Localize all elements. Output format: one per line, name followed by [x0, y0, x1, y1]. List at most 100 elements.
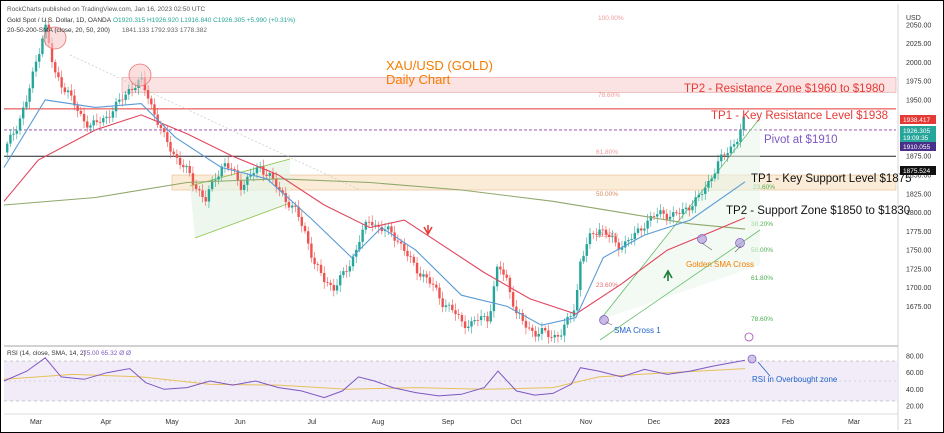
event-icon[interactable]: [744, 332, 754, 342]
candle: [659, 203, 662, 218]
candle: [198, 185, 201, 197]
candle: [604, 226, 608, 239]
candle: [553, 330, 556, 343]
time-tick-label: Oct: [511, 419, 522, 426]
candle: [210, 176, 214, 192]
candle: [9, 129, 12, 148]
candle: [451, 299, 454, 313]
price-tick-label: 1875.00: [906, 154, 931, 161]
candle: [70, 84, 73, 101]
candle: [124, 91, 127, 105]
candle: [425, 270, 428, 284]
candle: [716, 154, 720, 180]
candle: [15, 125, 19, 140]
candle: [297, 200, 300, 222]
candle: [457, 308, 460, 320]
candle: [406, 244, 409, 262]
candle: [691, 200, 694, 214]
svg-text:19:09:35: 19:09:35: [903, 135, 929, 142]
candle: [178, 151, 182, 170]
time-tick-label: 21: [904, 419, 912, 426]
candle: [617, 238, 620, 257]
trendline: [599, 229, 761, 341]
sma-legend: 20-50-200-SMA (close, 20, 50, 200): [7, 27, 110, 34]
candle: [630, 233, 633, 245]
candle: [313, 251, 316, 270]
price-tag-1910: 1910.055: [900, 142, 936, 151]
candle: [274, 171, 278, 193]
candle: [415, 256, 419, 281]
candle: [185, 163, 188, 174]
candle: [316, 261, 320, 272]
price-tag-1875: 1875.524: [900, 166, 936, 175]
candle: [537, 327, 540, 342]
candle: [290, 201, 294, 214]
fib-label: 23.60%: [596, 282, 618, 289]
candle: [12, 127, 15, 141]
svg-text:1910.055: 1910.055: [903, 144, 930, 151]
candle: [656, 207, 659, 224]
candle: [463, 315, 467, 335]
currency-label: USD: [906, 15, 921, 22]
candle: [239, 173, 243, 196]
candle: [588, 227, 592, 249]
candle: [98, 116, 102, 130]
candle: [326, 277, 329, 287]
candle: [640, 225, 643, 238]
candle: [607, 228, 611, 243]
candle: [188, 160, 191, 177]
candle: [460, 312, 464, 327]
candle: [739, 123, 742, 148]
candle: [713, 168, 717, 182]
trendline: [69, 54, 361, 191]
candle: [726, 147, 729, 162]
price-tick-label: 1775.00: [906, 229, 931, 236]
candle: [246, 173, 249, 192]
candle: [473, 316, 476, 325]
candle: [396, 234, 400, 245]
candle: [329, 279, 332, 291]
sma-cross-marker: [697, 234, 707, 244]
time-tick-label: Sep: [442, 419, 455, 426]
candle: [105, 110, 108, 125]
candle: [556, 331, 560, 343]
rsi-note: RSI in Overbought zone: [752, 375, 838, 384]
ohlc-values: O1920.315 H1926.920 L1916.840 C1926.305 …: [113, 17, 295, 24]
candle: [31, 67, 35, 94]
price-tick-label: 2050.00: [906, 22, 931, 29]
price-tick-label: 1750.00: [906, 248, 931, 255]
time-axis: Mar Apr May Jun Jul Aug Sep Oct Nov Dec 2023 Feb Mar…: [30, 419, 912, 426]
candle: [66, 86, 70, 99]
trendline: [599, 117, 761, 321]
candle: [700, 189, 704, 201]
candle: [342, 267, 345, 279]
candle: [479, 309, 483, 326]
candle: [511, 286, 515, 311]
top-marker: [43, 26, 67, 50]
candle: [25, 95, 28, 111]
sma-values: 1841.133 1792.933 1778.382: [122, 27, 207, 34]
price-tick-label: 2000.00: [906, 60, 931, 67]
candle: [627, 237, 630, 247]
candle: [319, 259, 323, 276]
top-marker: [128, 63, 152, 87]
rsi-tick-label: 80.00: [906, 354, 924, 361]
svg-text:1926.305: 1926.305: [903, 128, 930, 135]
candle: [18, 115, 22, 136]
candle: [636, 223, 640, 236]
candle: [252, 166, 255, 182]
fib-label: 78.60%: [598, 92, 620, 99]
price-tick-label: 1975.00: [906, 79, 931, 86]
candle: [204, 190, 207, 206]
candle: [348, 260, 352, 277]
candle: [736, 138, 739, 149]
candle: [54, 59, 57, 79]
candle: [172, 148, 175, 157]
candle: [422, 269, 425, 283]
price-tick-label: 1825.00: [906, 191, 931, 198]
candle: [694, 190, 697, 213]
golden-cross-label: Golden SMA Cross: [686, 260, 754, 269]
candle: [614, 232, 617, 247]
candle: [649, 211, 653, 227]
svg-text:1875.524: 1875.524: [903, 168, 930, 175]
